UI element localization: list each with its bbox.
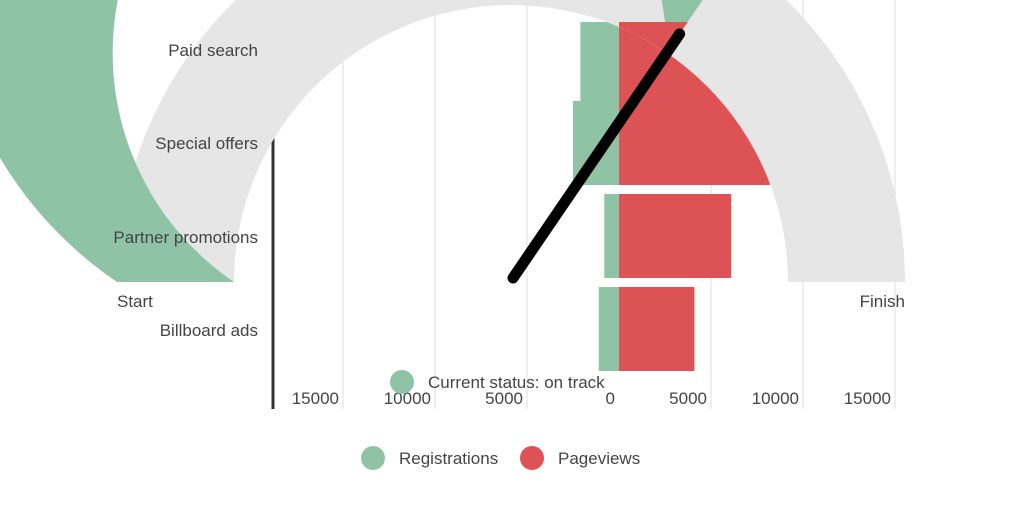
x-tick-labels: 15000 10000 5000 0 5000 10000 15000 xyxy=(292,389,891,408)
category-label: Partner promotions xyxy=(113,228,258,247)
status-dot xyxy=(390,370,414,394)
legend-label: Pageviews xyxy=(558,449,640,468)
x-tick-label: 15000 xyxy=(292,389,339,408)
legend-swatch xyxy=(361,446,385,470)
bar-pageviews xyxy=(619,194,732,278)
category-label: Special offers xyxy=(155,134,258,153)
bar-registrations xyxy=(580,22,619,106)
gauge-finish-label: Finish xyxy=(860,292,905,311)
gauge-start-label: Start xyxy=(117,292,153,311)
gauge-fill xyxy=(0,0,703,282)
gauge xyxy=(0,0,905,284)
category-label: Billboard ads xyxy=(160,321,258,340)
category-labels: Paid search Special offers Partner promoti… xyxy=(113,41,258,340)
legend-label: Registrations xyxy=(399,449,498,468)
gauge-track xyxy=(117,0,905,282)
x-tick-label: 10000 xyxy=(384,389,431,408)
x-tick-label: 10000 xyxy=(752,389,799,408)
x-tick-label: 5000 xyxy=(485,389,523,408)
x-tick-label: 15000 xyxy=(844,389,891,408)
gauge-needle xyxy=(507,28,686,284)
legend-swatch xyxy=(520,446,544,470)
bar-registrations xyxy=(598,287,619,371)
bar-registrations xyxy=(604,194,619,278)
category-label: Paid search xyxy=(168,41,258,60)
legend: Registrations Pageviews xyxy=(361,446,640,470)
gauge-labels: Start Finish Current status: on track xyxy=(117,292,905,394)
x-tick-label: 0 xyxy=(606,389,615,408)
bar-pageviews xyxy=(619,287,695,371)
x-tick-label: 5000 xyxy=(669,389,707,408)
gauge-status-label: Current status: on track xyxy=(428,373,605,392)
